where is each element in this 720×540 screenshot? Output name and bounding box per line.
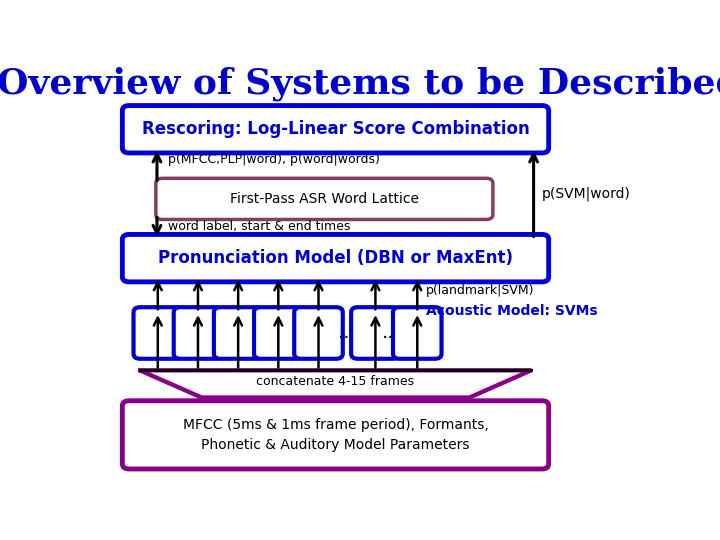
Text: word label, start & end times: word label, start & end times <box>168 220 351 233</box>
Polygon shape <box>140 370 531 397</box>
FancyBboxPatch shape <box>174 307 222 359</box>
FancyBboxPatch shape <box>393 307 441 359</box>
Text: MFCC (5ms & 1ms frame period), Formants,
Phonetic & Auditory Model Parameters: MFCC (5ms & 1ms frame period), Formants,… <box>183 417 488 452</box>
FancyBboxPatch shape <box>122 234 549 282</box>
Text: p(landmark|SVM): p(landmark|SVM) <box>426 284 534 297</box>
Text: Rescoring: Log-Linear Score Combination: Rescoring: Log-Linear Score Combination <box>142 120 529 138</box>
Text: concatenate 4-15 frames: concatenate 4-15 frames <box>256 375 415 388</box>
FancyBboxPatch shape <box>122 401 549 469</box>
FancyBboxPatch shape <box>254 307 302 359</box>
FancyBboxPatch shape <box>214 307 262 359</box>
Text: ..: .. <box>338 323 350 342</box>
FancyBboxPatch shape <box>156 178 493 219</box>
FancyBboxPatch shape <box>294 307 343 359</box>
Text: Pronunciation Model (DBN or MaxEnt): Pronunciation Model (DBN or MaxEnt) <box>158 249 513 267</box>
FancyBboxPatch shape <box>133 307 182 359</box>
Text: p(MFCC,PLP|word), p(word|words): p(MFCC,PLP|word), p(word|words) <box>168 153 380 166</box>
Text: p(SVM|word): p(SVM|word) <box>542 186 631 201</box>
Text: First-Pass ASR Word Lattice: First-Pass ASR Word Lattice <box>230 192 419 206</box>
FancyBboxPatch shape <box>122 105 549 153</box>
Text: Acoustic Model: SVMs: Acoustic Model: SVMs <box>426 304 598 318</box>
FancyBboxPatch shape <box>351 307 400 359</box>
Text: Overview of Systems to be Described: Overview of Systems to be Described <box>0 66 720 101</box>
Text: ..: .. <box>382 323 395 342</box>
